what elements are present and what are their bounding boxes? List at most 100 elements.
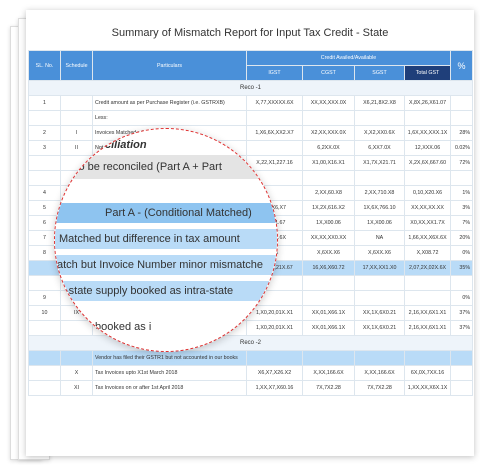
th: Particulars <box>92 50 247 81</box>
cell: 12,XXX.06 <box>403 140 452 156</box>
th: SGST <box>354 65 405 81</box>
cell: 0% <box>450 290 474 306</box>
cell: 1,6X,XX,XXX.1X <box>403 125 452 141</box>
cell: 37% <box>450 305 474 321</box>
lens-text: atch but Invoice Number minor mismatche <box>55 255 277 275</box>
cell: 1X,X00.06 <box>302 215 355 231</box>
cell: 1X,X00.06 <box>354 215 405 231</box>
magnifier: ciliation To be reconciled (Part A + Par… <box>54 128 278 352</box>
cell <box>450 170 474 186</box>
cell: X,8X,26,X61.07 <box>403 95 452 111</box>
cell <box>28 110 61 126</box>
cell: 2,XX,60.X8 <box>302 185 355 201</box>
cell: 17,XX,XX1.X0 <box>354 260 405 276</box>
cell <box>403 110 452 126</box>
cell <box>450 275 474 291</box>
th: Credit Availed/Available <box>245 50 452 66</box>
cell <box>354 275 405 291</box>
cell: XX,1X,6X0.21 <box>354 305 405 321</box>
cell: 0,10,X20.X6 <box>403 185 452 201</box>
cell: X6,21,8X2.X8 <box>354 95 405 111</box>
th: % <box>450 50 474 81</box>
th: IGST <box>246 65 303 81</box>
row: 1 Credit amount as per Purchase Register … <box>28 95 474 111</box>
cell: 1 <box>28 95 61 111</box>
cell: X6,X7,X26.X2 <box>246 365 303 381</box>
lens-text: ciliation <box>105 139 147 151</box>
cell: 4 <box>28 185 61 201</box>
cell: XX,01,X66.1X <box>302 320 355 336</box>
lens-text: booked as i <box>95 321 152 333</box>
cell: Tax Invoices on or after 1st April 2018 <box>92 380 247 396</box>
cell <box>354 290 405 306</box>
th: Schedule <box>60 50 93 81</box>
row: Reco -2 <box>27 335 474 351</box>
cell <box>354 110 405 126</box>
cell <box>28 350 61 366</box>
cell: 7% <box>450 215 474 231</box>
cell: 7X,7X2.28 <box>302 380 355 396</box>
cell: 20% <box>450 230 474 246</box>
cell <box>60 95 93 111</box>
cell: Less: <box>92 110 247 126</box>
cell <box>28 365 61 381</box>
section: Reco -1 <box>27 80 474 96</box>
row: XI Tax Invoices on or after 1st April 201… <box>28 380 474 396</box>
cell <box>450 365 474 381</box>
cell: 1X,6X,766.10 <box>354 200 405 216</box>
cell <box>403 290 452 306</box>
cell: XX,XX,XXX.0X <box>302 95 355 111</box>
cell <box>450 110 474 126</box>
cell <box>450 95 474 111</box>
cell: 0.02% <box>450 140 474 156</box>
cell: 6,XX7.0X <box>354 140 405 156</box>
cell <box>403 350 452 366</box>
th: Total GST <box>403 65 452 81</box>
cell <box>246 350 303 366</box>
cell <box>302 170 355 186</box>
cell <box>60 350 93 366</box>
cell <box>28 380 61 396</box>
cell: X,2X,6X,667.60 <box>403 155 452 171</box>
row: Reco -1 <box>27 80 474 96</box>
cell: Vendor has filed their GSTR1 but not acc… <box>92 350 247 366</box>
cell: 7X,7X2.28 <box>354 380 405 396</box>
title: Summary of Mismatch Report for Input Tax… <box>111 27 389 39</box>
cell: X,6XX.X6 <box>302 245 355 261</box>
cell: XX,1X,6X0.21 <box>354 320 405 336</box>
lens-text: Part A - (Conditional Matched) <box>55 203 277 223</box>
th: CGST <box>302 65 355 81</box>
cell: X,6XX.X6 <box>354 245 405 261</box>
cell <box>403 275 452 291</box>
cell: 2,XX,710.X8 <box>354 185 405 201</box>
cell: X,77,XXXXX.6X <box>246 95 303 111</box>
cell <box>354 350 405 366</box>
cell: X <box>60 365 93 381</box>
cell: 6,2XX.0X <box>302 140 355 156</box>
cell: XX,01,X66.1X <box>302 305 355 321</box>
cell: 1,XX,XX,X6X.1X <box>403 380 452 396</box>
row: Vendor has filed their GSTR1 but not acc… <box>28 350 474 366</box>
cell: NA <box>354 230 405 246</box>
cell <box>302 290 355 306</box>
cell: X,XX,166.6X <box>302 365 355 381</box>
cell <box>403 170 452 186</box>
cell: Tax Invoices upto X1st March 2018 <box>92 365 247 381</box>
cell: 1,XX,X7,X60.16 <box>246 380 303 396</box>
cell <box>60 110 93 126</box>
cell <box>302 275 355 291</box>
cell: 28% <box>450 125 474 141</box>
cell: XI <box>60 380 93 396</box>
cell: 3% <box>450 200 474 216</box>
cell <box>302 350 355 366</box>
cell: 6X,0X,7XX.16 <box>403 365 452 381</box>
cell: 1,66,XX,X6X.6X <box>403 230 452 246</box>
cell <box>302 110 355 126</box>
cell: X,X08.72 <box>403 245 452 261</box>
cell: X1,7X,X21.71 <box>354 155 405 171</box>
cell: 2,16,XX,6X1.X1 <box>403 320 452 336</box>
cell <box>246 110 303 126</box>
section: Reco -2 <box>27 335 474 351</box>
cell: X2,XX,XXX.0X <box>302 125 355 141</box>
lens-text: -state supply booked as intra-state <box>55 281 277 301</box>
